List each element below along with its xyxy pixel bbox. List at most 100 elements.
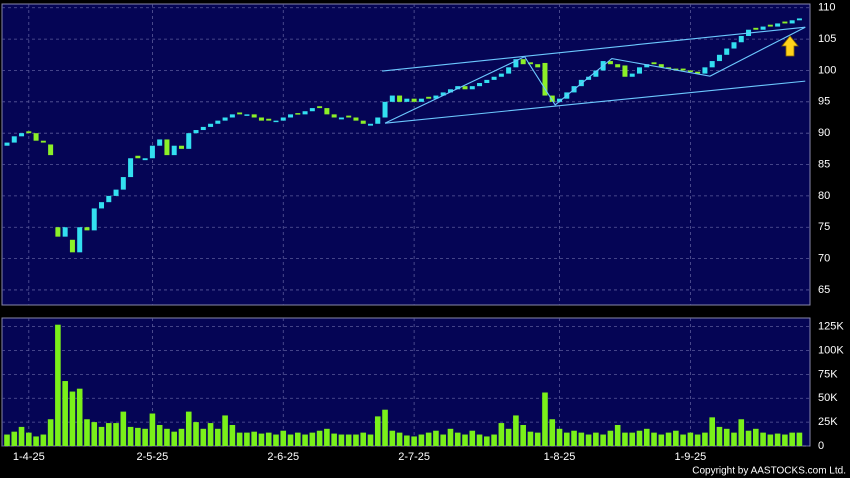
candle-body — [258, 117, 264, 121]
candle-body — [99, 202, 105, 209]
volume-bar — [571, 430, 577, 446]
candle-body — [557, 98, 563, 102]
candle-body — [535, 64, 541, 68]
y-tick-label: 80 — [818, 190, 830, 202]
volume-bar — [454, 432, 461, 446]
volume-bar — [513, 415, 519, 446]
volume-bar — [396, 432, 403, 446]
volume-bar — [149, 413, 156, 446]
y-tick-label: 70 — [818, 253, 830, 265]
volume-bar — [556, 428, 563, 446]
volume-bar — [425, 432, 432, 446]
volume-bar — [251, 431, 257, 446]
candle-body — [462, 86, 468, 90]
volume-bar — [447, 428, 454, 446]
volume-bar — [738, 419, 745, 446]
candle-body — [716, 54, 722, 62]
volume-bar — [18, 426, 25, 446]
volume-bar — [62, 381, 68, 446]
y2-tick-label: 100K — [818, 344, 844, 356]
candle-body — [542, 62, 548, 96]
candle-body — [346, 115, 352, 118]
y2-tick-label: 50K — [818, 392, 838, 404]
volume-bar — [273, 434, 279, 446]
y-tick-label: 90 — [818, 127, 830, 139]
volume-bar — [26, 432, 32, 446]
x-tick-label: 2-6-25 — [267, 451, 299, 463]
volume-bar — [433, 430, 439, 446]
candle-body — [317, 106, 323, 109]
volume-bar — [600, 434, 606, 446]
volume-bar — [229, 424, 236, 446]
candle-body — [709, 61, 715, 68]
volume-bar — [156, 424, 163, 446]
volume-bar — [127, 426, 134, 446]
candle-body — [397, 95, 403, 102]
candle-body — [702, 67, 708, 74]
y2-tick-label: 125K — [818, 321, 844, 333]
volume-bar — [33, 436, 39, 446]
candle-body — [280, 117, 286, 121]
candle-body — [455, 86, 461, 90]
volume-bar — [84, 419, 90, 446]
volume-bar — [440, 434, 446, 446]
volume-bar — [709, 417, 715, 446]
candle-body — [586, 76, 592, 80]
volume-panel — [1, 317, 811, 447]
volume-bar — [215, 428, 221, 446]
volume-bar — [367, 434, 374, 446]
candle-body — [658, 64, 664, 68]
volume-bar — [40, 434, 47, 446]
candle-body — [62, 227, 68, 237]
volume-bar — [4, 434, 10, 446]
volume-bar — [593, 432, 599, 446]
volume-bar — [374, 416, 381, 446]
candle-body — [687, 70, 693, 72]
candle-body — [738, 35, 744, 43]
volume-bar — [665, 432, 672, 446]
volume-bar — [607, 430, 614, 446]
volume-bar — [207, 423, 214, 446]
candle-body — [651, 62, 657, 65]
volume-bar — [680, 434, 686, 446]
candle-body — [135, 155, 141, 159]
y2-tick-label: 0 — [818, 440, 824, 452]
y-tick-label: 65 — [818, 284, 830, 296]
candle-body — [731, 42, 737, 49]
volume-bar — [411, 436, 417, 446]
volume-bar — [287, 434, 294, 446]
y-tick-label: 75 — [818, 221, 830, 233]
candle-body — [666, 67, 672, 69]
candle-body — [120, 177, 126, 190]
candle-body — [157, 139, 163, 146]
candle-body — [433, 95, 439, 99]
candle-body — [69, 239, 75, 253]
candle-body — [178, 145, 184, 149]
candle-body — [411, 98, 417, 102]
volume-bar — [418, 434, 425, 446]
candle-body — [775, 23, 781, 27]
candle-body — [55, 227, 61, 237]
volume-bar — [135, 427, 141, 446]
volume-bar — [723, 428, 730, 446]
candle-body — [426, 96, 432, 99]
volume-bar — [767, 434, 774, 446]
candle-body — [288, 114, 294, 118]
candle-body — [368, 123, 373, 126]
volume-bar — [469, 430, 476, 446]
candle-body — [222, 117, 228, 121]
x-tick-label: 2-7-25 — [398, 451, 430, 463]
candle-body — [19, 133, 25, 137]
candle-body — [607, 61, 613, 65]
volume-bar — [69, 391, 76, 446]
candle-body — [644, 64, 650, 68]
candle-body — [309, 108, 315, 112]
candle-body — [615, 64, 621, 68]
volume-bar — [673, 430, 679, 446]
x-tick-label: 1-8-25 — [544, 451, 576, 463]
volume-bar — [760, 432, 766, 446]
y-tick-label: 110 — [818, 2, 836, 14]
candle-body — [477, 83, 483, 87]
candle-body — [527, 62, 533, 65]
